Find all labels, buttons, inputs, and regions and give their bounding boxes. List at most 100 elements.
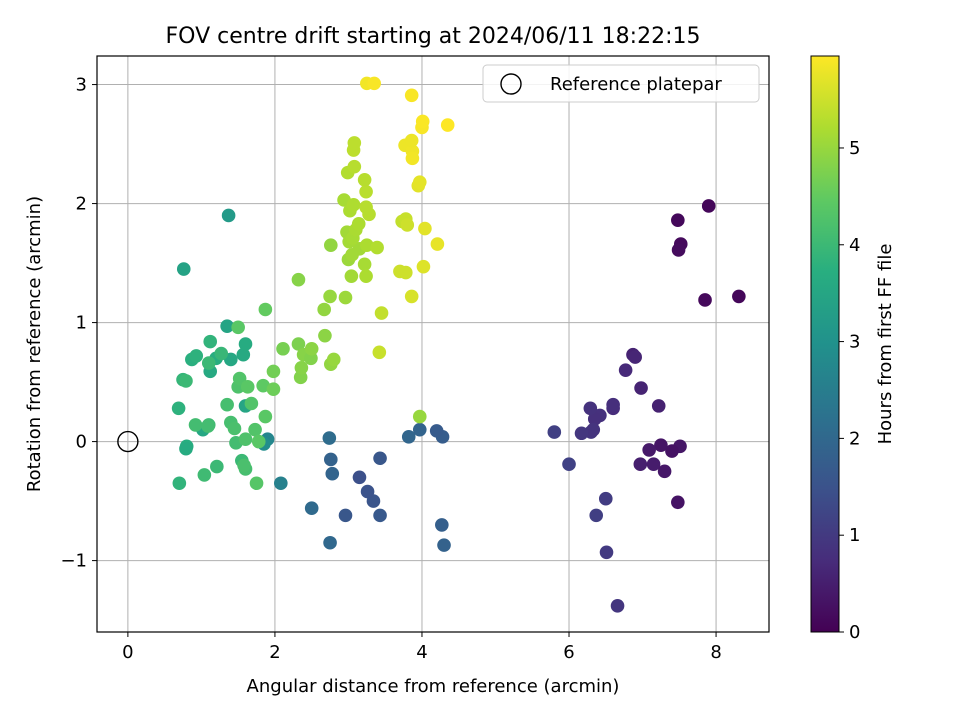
colorbar-gradient [810,55,840,633]
data-point [418,221,432,236]
data-point [326,352,341,367]
data-point [415,114,430,129]
data-point [251,434,266,449]
data-point [429,424,444,438]
data-point [657,464,672,479]
data-point [665,444,679,458]
y-tick-label: 2 [76,194,87,215]
x-tick-label: 2 [269,642,280,663]
y-tick-label: 1 [76,313,87,334]
x-axis: 0 2 4 6 8 Angular distance from reference (a… [122,632,722,697]
data-point [654,438,668,452]
data-point [618,363,633,377]
colorbar-tick-label: 1 [849,525,860,546]
data-point [357,257,372,272]
data-point [197,468,212,482]
data-point [610,599,625,613]
data-point [562,457,576,471]
data-point [404,289,419,304]
data-point [236,347,251,362]
data-point [244,396,259,411]
data-point [367,76,381,91]
data-point [179,374,193,388]
legend-box [482,64,760,103]
data-point [401,430,416,444]
data-point [430,237,445,251]
data-point [351,217,366,231]
data-point [322,431,337,445]
data-point [221,208,236,223]
colorbar-label: Hours from first FF file [875,244,896,445]
data-point [338,290,353,305]
data-point [671,495,685,510]
x-tick-label: 4 [416,642,427,663]
y-axis-label: Rotation from reference (arcmin) [24,196,45,492]
data-point [404,133,419,148]
data-point [249,476,264,491]
data-point [324,238,338,253]
data-point [176,262,191,276]
colorbar-tick-label: 3 [849,332,860,353]
data-point [646,457,661,471]
data-point [628,350,642,364]
data-point [574,426,589,441]
data-point [586,422,601,437]
data-point [232,371,247,386]
data-point [412,422,427,437]
colorbar: 0 1 2 3 4 5 Hours from first FF file [810,55,896,643]
data-point [347,136,362,150]
data-point [189,349,204,363]
data-point [256,378,270,393]
data-point [547,425,562,439]
data-point [344,269,359,283]
data-point [318,328,332,343]
data-point [732,289,746,304]
x-tick-label: 0 [122,642,133,663]
data-point [360,484,375,499]
data-point [405,151,420,166]
data-point [400,218,415,232]
data-point [362,207,376,222]
data-point [220,319,234,333]
data-point [412,175,427,189]
colorbar-tick-label: 0 [849,622,860,643]
data-point [258,302,273,317]
data-point [325,466,340,481]
data-point [276,341,290,356]
data-point [583,401,598,416]
reference-platepar-marker [117,430,139,453]
data-point [203,334,218,349]
data-point [671,243,686,257]
data-point [373,451,387,466]
y-tick-label: 3 [76,75,87,96]
data-point [651,399,666,413]
colorbar-tick-label: 4 [849,235,860,256]
data-point [347,159,362,174]
data-point [359,184,373,199]
data-point [238,432,253,447]
data-point [317,302,331,317]
x-tick-label: 8 [710,642,721,663]
data-point [266,382,281,397]
x-axis-label: Angular distance from reference (arcmin) [247,676,620,697]
plot-frame [96,55,770,633]
data-point [642,443,656,457]
data-point [360,238,374,253]
data-point [373,508,387,523]
legend: Reference platepar [482,64,760,103]
data-point [220,397,234,412]
data-point [440,118,455,132]
data-point [214,346,229,361]
data-point [179,441,193,456]
data-point [374,306,389,320]
data-point [291,272,306,287]
y-tick-label: 0 [76,432,87,453]
data-point [238,337,253,351]
data-point [201,419,215,433]
legend-reference-label: Reference platepar [550,74,722,95]
data-point [587,412,602,426]
colorbar-tick-label: 5 [849,138,860,159]
y-tick-label: −1 [60,551,87,572]
data-point [404,88,419,103]
